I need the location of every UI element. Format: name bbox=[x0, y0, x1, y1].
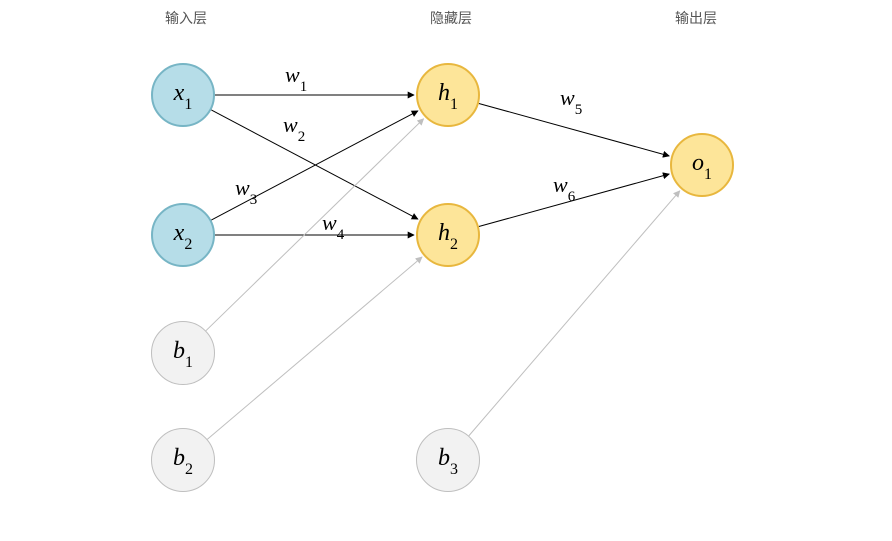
node-o1: o1 bbox=[670, 133, 734, 197]
edge-b3o1 bbox=[469, 191, 680, 436]
node-x2: x2 bbox=[151, 203, 215, 267]
node-label-h1: h1 bbox=[438, 80, 458, 111]
node-b1: b1 bbox=[151, 321, 215, 385]
edge-b2h2 bbox=[207, 257, 422, 439]
node-x1: x1 bbox=[151, 63, 215, 127]
node-label-h2: h2 bbox=[438, 220, 458, 251]
node-label-x2: x2 bbox=[174, 220, 193, 251]
node-label-b3: b3 bbox=[438, 445, 458, 476]
node-label-b2: b2 bbox=[173, 445, 193, 476]
node-h2: h2 bbox=[416, 203, 480, 267]
hidden-layer-label: 隐藏层 bbox=[430, 8, 472, 28]
weight-label-w4: w4 bbox=[322, 210, 344, 240]
node-label-o1: o1 bbox=[692, 150, 712, 181]
node-b2: b2 bbox=[151, 428, 215, 492]
edge-b1h1 bbox=[206, 119, 424, 331]
weight-label-w6: w6 bbox=[553, 172, 575, 202]
weight-label-w3: w3 bbox=[235, 175, 257, 205]
output-layer-label: 输出层 bbox=[675, 8, 717, 28]
node-label-b1: b1 bbox=[173, 338, 193, 369]
weight-label-w1: w1 bbox=[285, 62, 307, 92]
input-layer-label: 输入层 bbox=[165, 8, 207, 28]
weight-label-w2: w2 bbox=[283, 112, 305, 142]
node-h1: h1 bbox=[416, 63, 480, 127]
node-label-x1: x1 bbox=[174, 80, 193, 111]
weight-label-w5: w5 bbox=[560, 85, 582, 115]
diagram-canvas: x1 x2 b1 b2 h1 h2 b3 o1 w1 w2 w3 w4 w5 w6 输入层 隐藏层 输出层 bbox=[0, 0, 892, 541]
node-b3: b3 bbox=[416, 428, 480, 492]
